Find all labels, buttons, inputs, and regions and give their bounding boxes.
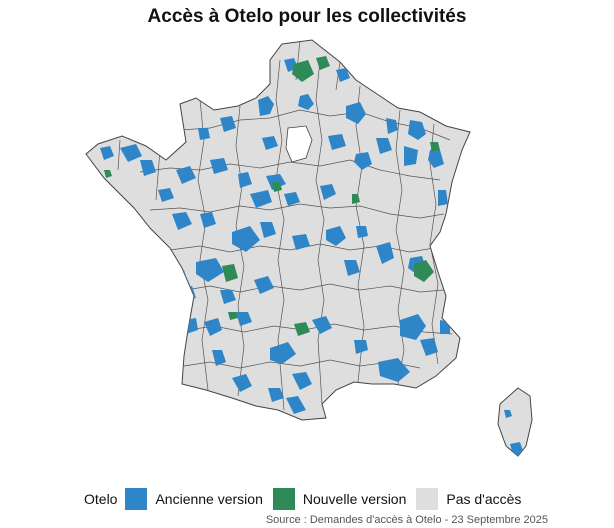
paris-region-white [285,125,313,163]
mainland-france-shape [85,39,471,421]
legend: Otelo Ancienne version Nouvelle version … [84,488,531,510]
nouvelle-version-areas [104,56,440,336]
legend-label-pas-acces: Pas d'accès [446,491,522,507]
source-note: Source : Demandes d'accès à Otelo - 23 S… [265,514,548,526]
legend-item-nouvelle: Nouvelle version [272,488,407,510]
map-title: Accès à Otelo pour les collectivités [147,6,467,27]
legend-swatch-pas-acces [416,488,439,510]
legend-label-ancienne: Ancienne version [155,491,263,507]
legend-item-ancienne: Ancienne version [125,488,263,510]
legend-item-pas-acces: Pas d'accès [416,488,521,510]
legend-label-nouvelle: Nouvelle version [302,491,407,507]
legend-swatch-ancienne [125,488,148,510]
france-map [85,39,533,457]
legend-swatch-nouvelle [272,488,295,510]
legend-title: Otelo [84,491,118,507]
